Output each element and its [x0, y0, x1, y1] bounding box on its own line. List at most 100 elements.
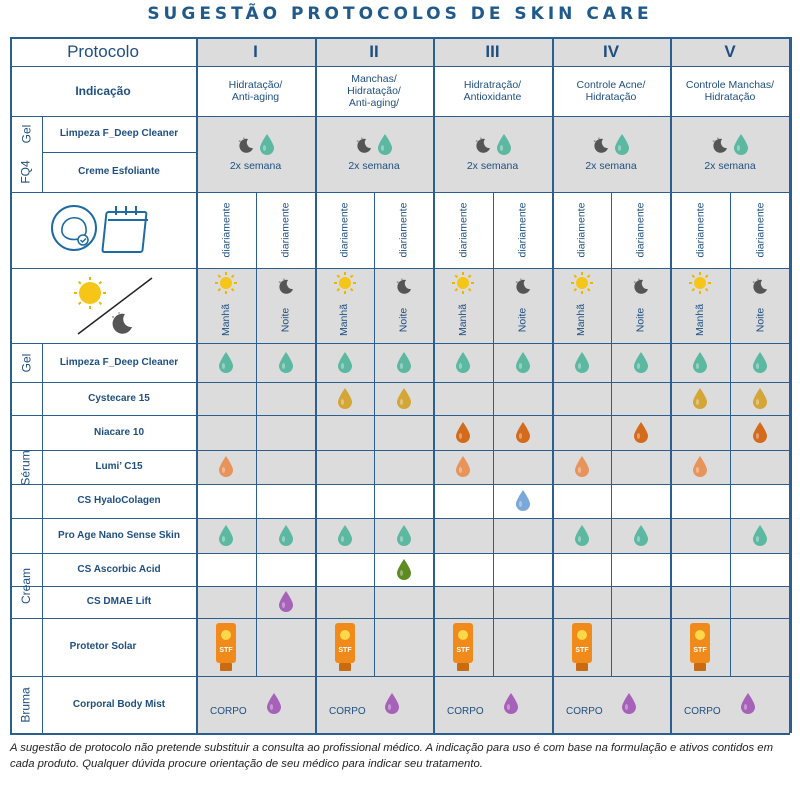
drop-icon: [693, 351, 707, 373]
group-label-text: FQ4: [19, 160, 33, 184]
drop-icon: [219, 524, 233, 546]
drop-icon: [456, 421, 470, 443]
product-name: Limpeza F_Deep Cleaner: [59, 356, 179, 368]
frequency-label: 2x semana: [229, 160, 282, 172]
grid-line: [10, 518, 790, 519]
protocol-numeral: V: [724, 41, 736, 61]
protocol-indication: Hidratação/Anti-aging: [196, 66, 315, 116]
sun-icon: [333, 272, 356, 294]
frequency-label: 2x semana: [348, 160, 400, 172]
night-label: Noite: [730, 296, 790, 343]
drop-icon: [496, 134, 511, 155]
grid-line: [552, 37, 554, 733]
disclaimer-text: A sugestão de protocolo não pretende sub…: [10, 742, 773, 770]
grid-line: [42, 152, 196, 153]
grid-line: [10, 116, 790, 117]
frequency-vertical-label: diariamente: [493, 192, 552, 268]
frequency-label: 2x semana: [466, 160, 519, 172]
cell-bg: [433, 518, 552, 553]
drop-icon: [693, 387, 707, 409]
grid-line: [730, 192, 731, 343]
cell-bg: [433, 586, 552, 618]
drop-icon: [396, 387, 411, 409]
product-name: CS Ascorbic Acid: [77, 563, 161, 575]
grid-line: [670, 37, 672, 733]
moon-icon: [238, 137, 253, 153]
grid-line: [10, 66, 790, 67]
body-label: CORPO: [210, 705, 247, 717]
grid-line: [256, 343, 257, 676]
group-label-text: Gel: [19, 353, 33, 372]
group-label-text: Sérum: [19, 449, 33, 486]
moon-icon: [112, 312, 132, 334]
drop-icon: [515, 351, 530, 373]
frequency-text: diariamente: [397, 202, 410, 258]
group-label-text: Bruma: [19, 686, 33, 723]
indication-line: Hidratação: [585, 91, 637, 103]
drop-icon: [633, 351, 648, 373]
cell-bg: [196, 343, 315, 382]
drop-icon: [259, 134, 274, 155]
frequency-text: diariamente: [220, 202, 232, 258]
cell-bg: [196, 382, 315, 415]
morning-label: Manhã: [433, 296, 493, 343]
sun-icon: [570, 272, 593, 294]
svg-text:STF: STF: [693, 647, 707, 654]
moon-icon: [396, 278, 411, 294]
sunscreen-tube-icon: STF: [571, 623, 592, 671]
grid-line: [493, 192, 494, 343]
indication-line: Anti-aging: [231, 91, 280, 103]
grid-line: [730, 343, 731, 676]
frequency-vertical-label: diariamente: [374, 192, 433, 268]
drop-icon: [753, 351, 767, 373]
night-label: Noite: [256, 296, 315, 343]
morning-text: Manhã: [456, 303, 469, 336]
morning-label: Manhã: [552, 296, 611, 343]
protocol-numeral: II: [369, 41, 379, 61]
indication-line: Controle Acne/: [576, 79, 646, 91]
indication-line: Hidratação: [704, 91, 756, 103]
body-label: CORPO: [329, 705, 366, 717]
cell-bg: [315, 676, 433, 733]
indication-line: Controle Manchas/: [685, 79, 775, 91]
moon-icon: [752, 278, 767, 294]
sun-icon: [74, 277, 106, 309]
frequency-label: 2x semana: [585, 160, 637, 172]
grid-line: [10, 343, 790, 344]
drop-icon: [753, 421, 767, 443]
frequency-vertical-label: diariamente: [611, 192, 670, 268]
night-text: Noite: [397, 307, 410, 332]
cell-bg: [196, 518, 315, 553]
drop-icon: [385, 693, 399, 714]
grid-line: [493, 343, 494, 676]
drop-icon: [456, 351, 470, 373]
drop-icon: [219, 351, 233, 373]
drop-icon: [456, 456, 470, 477]
protocol-indication: Controle Acne/Hidratação: [552, 66, 670, 116]
product-name: Creme Esfoliante: [78, 166, 160, 177]
grid-line: [10, 553, 790, 554]
product-name: Niacare 10: [93, 426, 145, 438]
product-name: Protetor Solar: [69, 641, 137, 652]
sun-icon: [689, 272, 711, 294]
body-label: CORPO: [566, 705, 603, 717]
grid-line: [315, 37, 317, 733]
header-row-bg: [196, 37, 790, 66]
svg-text:STF: STF: [456, 647, 470, 654]
frequency-text: diariamente: [575, 202, 588, 258]
frequency-text: diariamente: [634, 202, 647, 258]
drop-icon: [278, 524, 293, 546]
svg-text:STF: STF: [219, 647, 233, 654]
indication-line: Hidratação/: [347, 85, 401, 97]
sun-icon: [452, 272, 474, 294]
night-text: Noite: [516, 307, 529, 332]
night-label: Noite: [374, 296, 433, 343]
drop-icon: [753, 387, 767, 409]
frequency-vertical-label: diariamente: [730, 192, 790, 268]
grid-line: [433, 37, 435, 733]
night-text: Noite: [753, 307, 766, 332]
product-name: Lumi’ C15: [95, 461, 143, 472]
drop-icon: [574, 456, 589, 477]
drop-icon: [396, 524, 411, 546]
grid-line: [10, 618, 790, 619]
